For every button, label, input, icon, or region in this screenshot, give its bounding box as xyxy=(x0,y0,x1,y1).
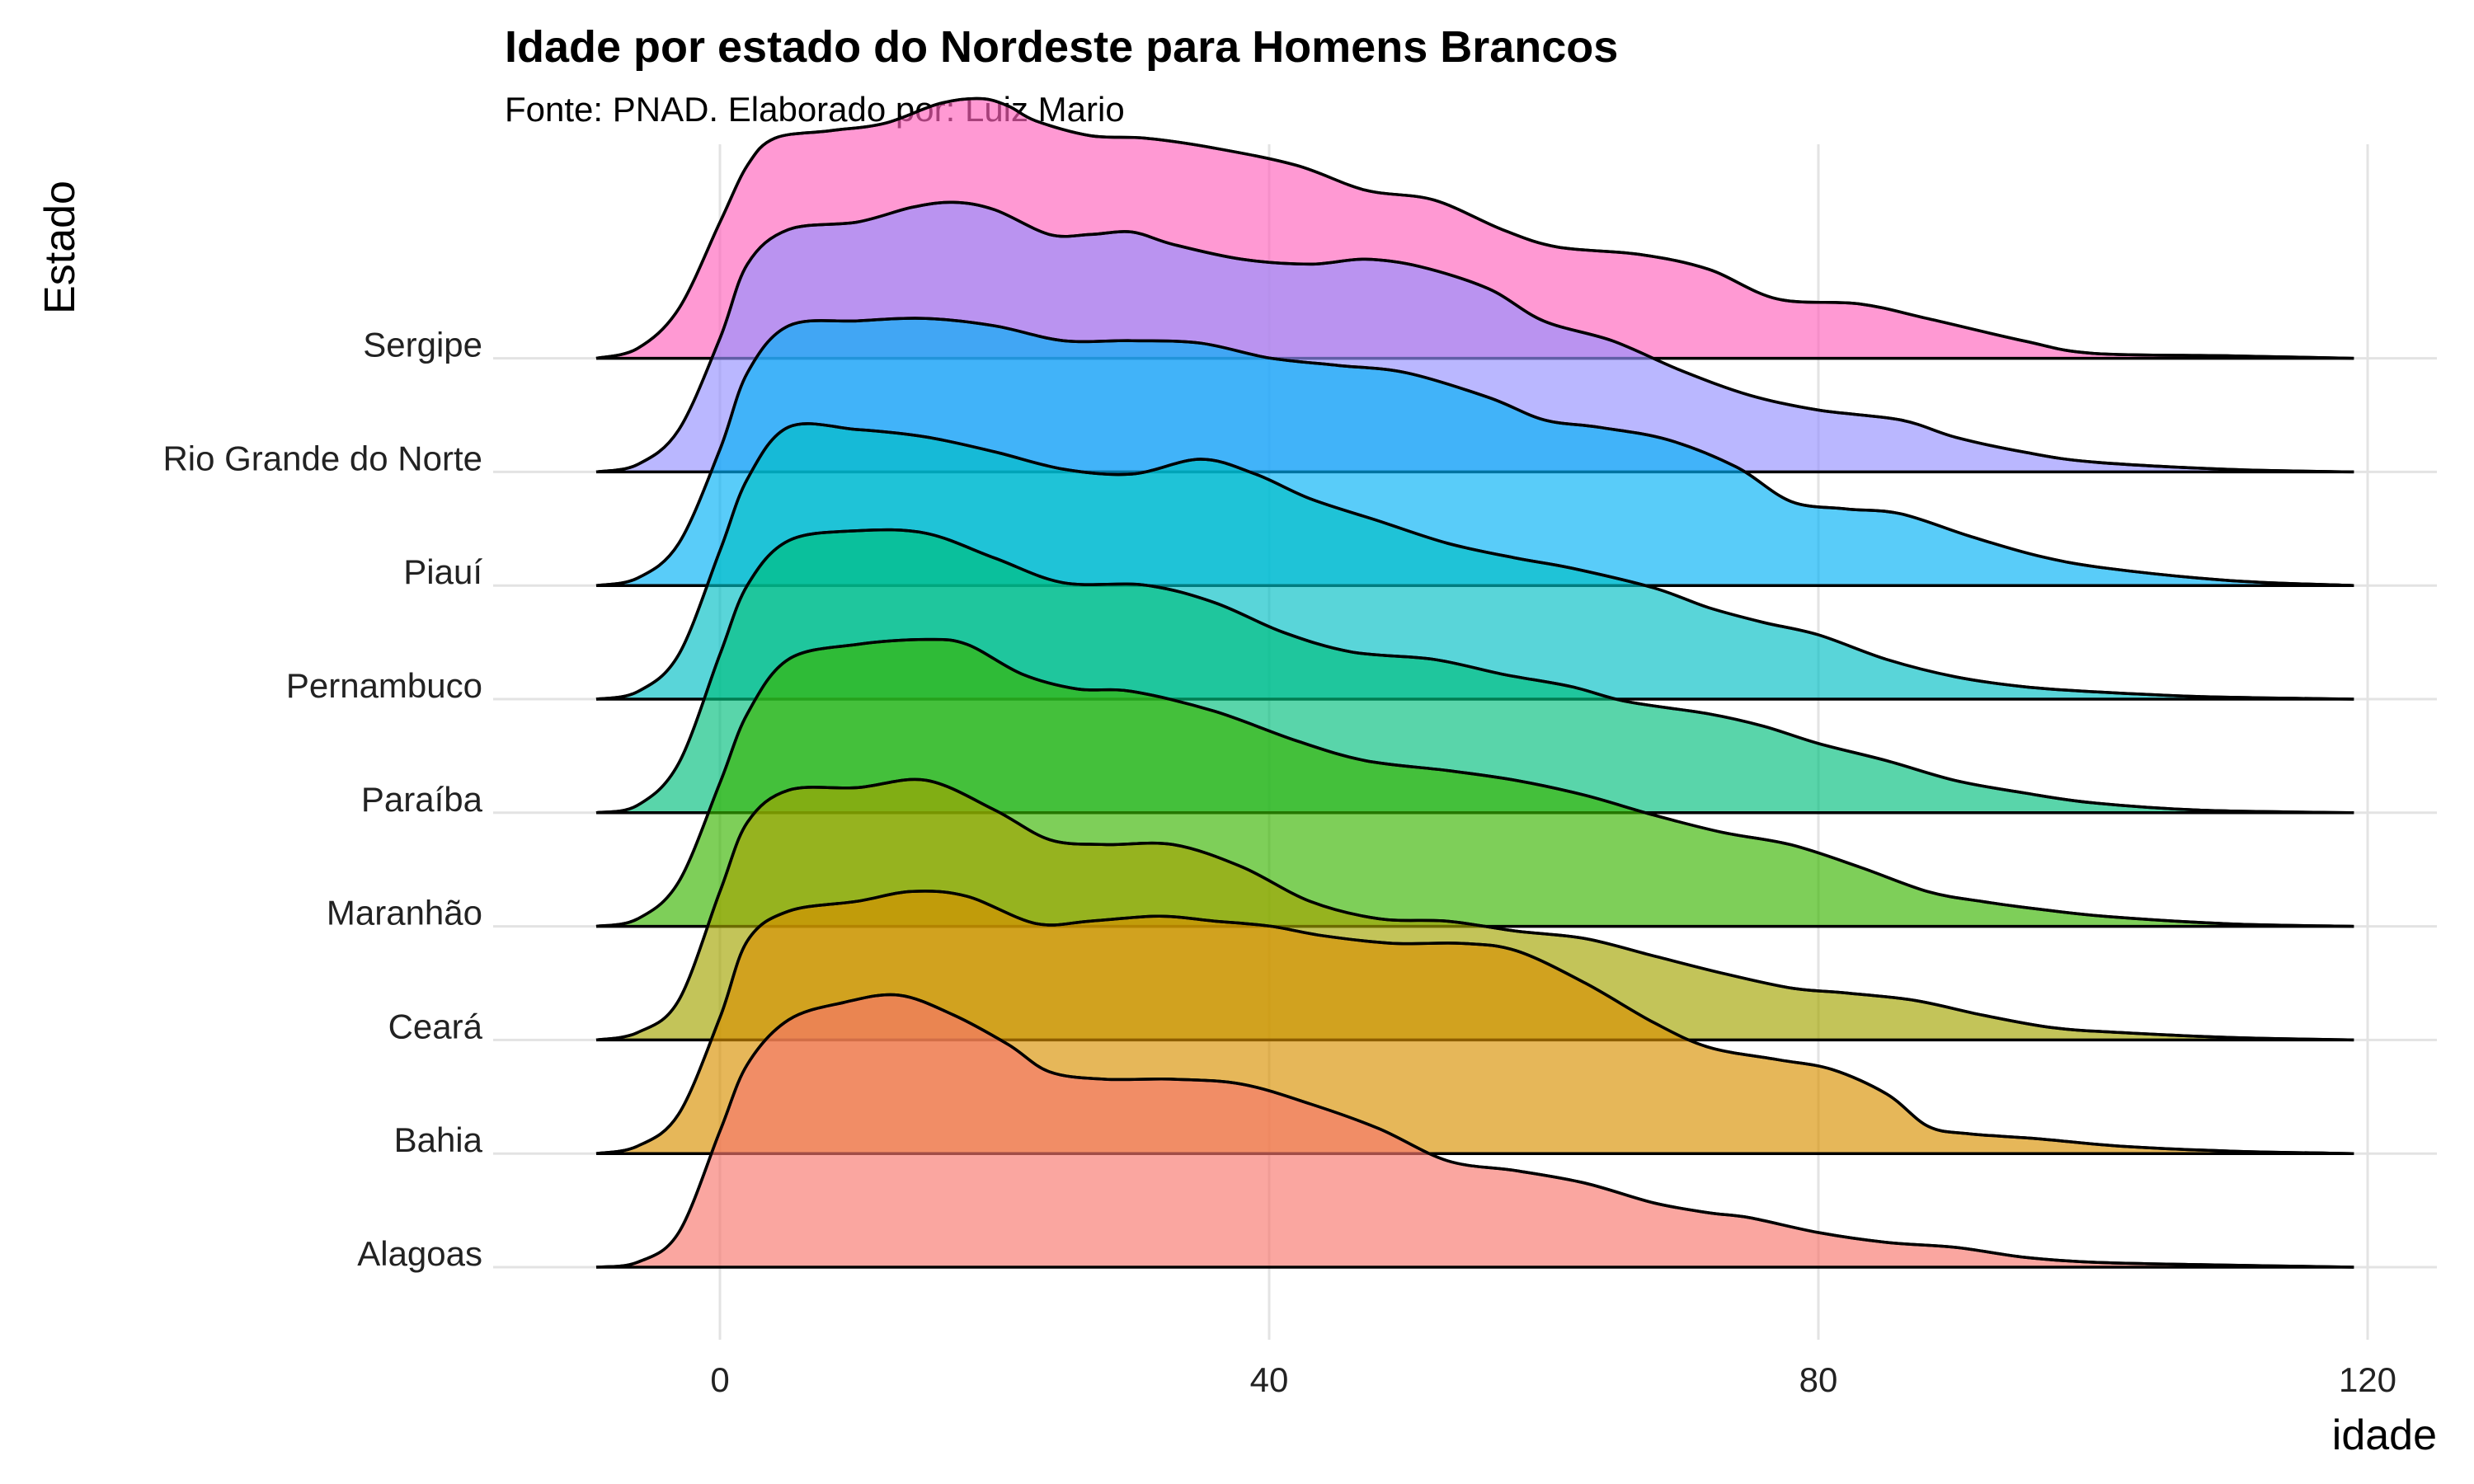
x-tick-label-120: 120 xyxy=(2339,1360,2396,1399)
x-tick-label-80: 80 xyxy=(1799,1360,1838,1399)
y-tick-label-ceara: Ceará xyxy=(388,1007,483,1045)
y-tick-label-piaui: Piauí xyxy=(403,552,482,591)
ridge-line-bahia xyxy=(595,890,2354,1155)
ridges xyxy=(595,96,2354,1269)
x-axis-title: idade xyxy=(2332,1411,2437,1459)
ridge-line-alagoas xyxy=(595,993,2354,1269)
ridge-line-sergipe xyxy=(595,96,2354,360)
chart-title: Idade por estado do Nordeste para Homens… xyxy=(505,22,1618,72)
y-tick-label-pernambuco: Pernambuco xyxy=(286,666,482,705)
ridge-line-paraiba xyxy=(595,528,2354,815)
x-tick-labels: 0 40 80 120 xyxy=(710,1360,2396,1399)
x-tick-label-0: 0 xyxy=(710,1360,729,1399)
y-tick-label-rio-grande-do-norte: Rio Grande do Norte xyxy=(162,439,482,477)
ridge-line-pernambuco xyxy=(595,422,2354,701)
ridge-line-rio-grande-do-norte xyxy=(595,200,2354,474)
y-tick-label-maranhao: Maranhão xyxy=(327,894,482,932)
y-tick-label-alagoas: Alagoas xyxy=(357,1234,482,1273)
x-tick-label-40: 40 xyxy=(1250,1360,1289,1399)
y-tick-label-paraiba: Paraíba xyxy=(361,780,483,819)
ridge-line-ceara xyxy=(595,777,2354,1042)
ridge-alagoas xyxy=(595,993,2354,1269)
ridge-line-piaui xyxy=(595,317,2354,587)
ridge-line-maranhao xyxy=(595,637,2354,928)
y-tick-label-sergipe: Sergipe xyxy=(363,326,482,364)
y-tick-label-bahia: Bahia xyxy=(394,1120,483,1159)
y-tick-labels: Alagoas Bahia Ceará Maranhão Paraíba Pernambu… xyxy=(162,326,482,1273)
y-axis-title: Estado xyxy=(36,181,84,314)
